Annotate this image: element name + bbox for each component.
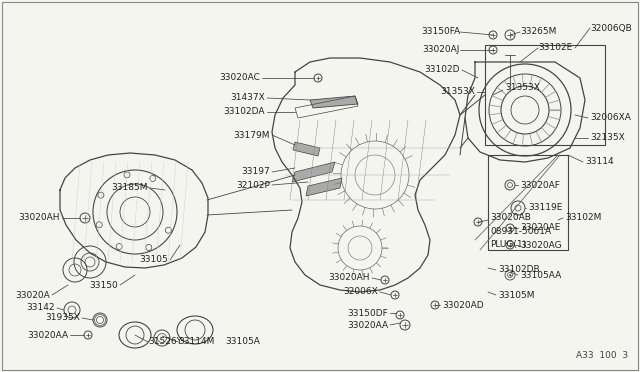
Text: 33114M: 33114M: [178, 337, 214, 346]
Text: 33185M: 33185M: [111, 183, 148, 192]
Text: 31353X: 31353X: [505, 83, 540, 93]
Text: 31437X: 31437X: [230, 93, 265, 103]
Text: 33020AF: 33020AF: [520, 180, 560, 189]
Text: 33020AG: 33020AG: [520, 241, 562, 250]
Text: 33102D: 33102D: [424, 65, 460, 74]
Text: 33150DF: 33150DF: [348, 308, 388, 317]
Text: 33020AA: 33020AA: [27, 330, 68, 340]
Polygon shape: [292, 162, 335, 182]
Text: 33020AH: 33020AH: [328, 273, 370, 282]
Bar: [485, 45, 605, 145]
Text: 33020AH: 33020AH: [19, 214, 60, 222]
Text: 33102M: 33102M: [565, 214, 602, 222]
Text: 32006X: 32006X: [343, 288, 378, 296]
Text: 33102E: 33102E: [538, 44, 572, 52]
Polygon shape: [306, 178, 342, 196]
Text: 33102DB: 33102DB: [498, 266, 540, 275]
Text: 08931-5061A: 08931-5061A: [490, 228, 551, 237]
Text: 33020AC: 33020AC: [219, 74, 260, 83]
Text: 31353X: 31353X: [440, 87, 475, 96]
Text: 33020AJ: 33020AJ: [422, 45, 460, 55]
Text: 33105: 33105: [140, 256, 168, 264]
Text: 33179M: 33179M: [234, 131, 270, 140]
Text: 32135X: 32135X: [590, 134, 625, 142]
Text: 33105A: 33105A: [225, 337, 260, 346]
Text: 33020AB: 33020AB: [490, 214, 531, 222]
Text: 33102DA: 33102DA: [223, 108, 265, 116]
Text: 31935X: 31935X: [45, 314, 80, 323]
Text: 31526Y: 31526Y: [148, 337, 182, 346]
Text: 33020AE: 33020AE: [520, 224, 561, 232]
Polygon shape: [310, 96, 358, 108]
Text: A33  100  3: A33 100 3: [576, 351, 628, 360]
Bar: [488, 155, 568, 250]
Text: 33142: 33142: [26, 304, 55, 312]
Text: 32006XA: 32006XA: [590, 113, 631, 122]
Text: 32006QB: 32006QB: [590, 23, 632, 32]
Text: 33197: 33197: [241, 167, 270, 176]
Text: 33105M: 33105M: [498, 291, 534, 299]
Text: 33020AD: 33020AD: [442, 301, 484, 310]
Text: 33114: 33114: [585, 157, 614, 167]
Text: 33150FA: 33150FA: [421, 28, 460, 36]
Polygon shape: [293, 142, 320, 156]
Text: PLUG(1): PLUG(1): [490, 240, 526, 248]
Text: 33020AA: 33020AA: [347, 321, 388, 330]
Text: 33119E: 33119E: [528, 203, 563, 212]
Text: 32102P: 32102P: [236, 180, 270, 189]
Text: 33265M: 33265M: [520, 28, 556, 36]
Text: 33105AA: 33105AA: [520, 270, 561, 279]
Text: 33150: 33150: [89, 280, 118, 289]
Text: 33020A: 33020A: [15, 291, 50, 299]
